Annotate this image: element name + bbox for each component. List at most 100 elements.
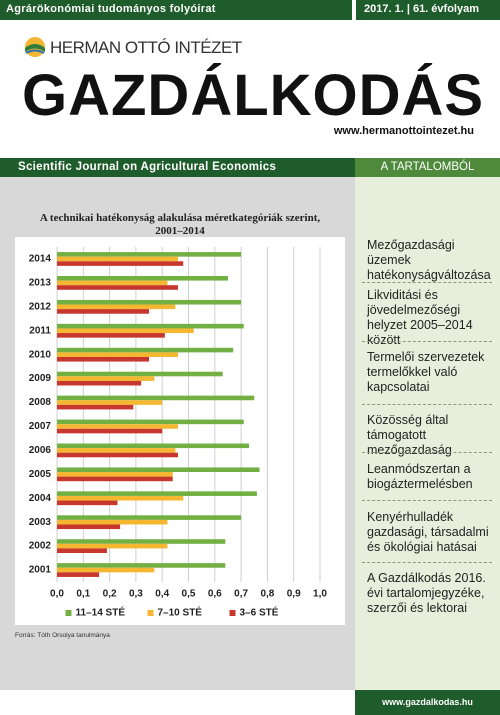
bar: [57, 352, 178, 357]
y-tick-label: 2003: [29, 517, 52, 528]
x-tick-label: 0,2: [103, 589, 117, 600]
bar: [57, 443, 249, 449]
y-tick-label: 2014: [29, 254, 52, 265]
legend-swatch: [65, 610, 72, 616]
footer-url: www.gazdalkodas.hu: [382, 697, 473, 707]
legend-label: 3–6 STÉ: [240, 606, 279, 619]
bar: [57, 472, 173, 477]
y-tick-label: 2012: [29, 301, 52, 312]
bar: [57, 256, 178, 262]
chart: 0,0 0,1 0,2 0,3 0,4 0,5 0,6 0,7 0,8 0,9 1,0 2014 201…: [29, 247, 327, 619]
publisher: HERMAN OTTÓ INTÉZET: [50, 38, 242, 57]
bar: [57, 275, 228, 281]
bar: [57, 371, 223, 377]
chart-source: Forrás: Tóth Orsolya tanulmánya: [15, 632, 110, 639]
separator: [362, 341, 492, 342]
x-tick-label: 0,4: [155, 589, 169, 600]
top-bar-right: [356, 0, 500, 20]
y-tick-label: 2013: [29, 278, 52, 289]
bar: [57, 548, 107, 554]
bar: [57, 395, 255, 401]
bar: [57, 304, 176, 310]
bar: [57, 524, 121, 530]
bar: [57, 400, 163, 405]
y-tick-label: 2001: [29, 565, 52, 576]
contents-item: Leanmódszertan a biogáztermelésben: [367, 462, 473, 491]
bar: [57, 380, 142, 386]
bar: [57, 467, 260, 473]
bar: [57, 347, 234, 353]
bar: [57, 285, 178, 290]
contents-item: Közösség által támogatott mezőgazdaság: [367, 413, 452, 457]
bar: [57, 567, 155, 573]
bar: [57, 333, 165, 338]
bar: [57, 376, 155, 381]
x-tick-label: 0,9: [287, 589, 301, 600]
x-tick-label: 0,3: [129, 589, 143, 600]
bar: [57, 323, 244, 329]
bar: [57, 280, 168, 286]
contents-panel: [355, 177, 500, 690]
x-tick-label: 1,0: [313, 589, 327, 600]
logo-icon: [25, 37, 45, 57]
bar: [57, 452, 178, 458]
x-tick-label: 0,7: [234, 589, 248, 600]
journal-title: GAZDÁLKODÁS: [22, 63, 485, 128]
bar: [57, 491, 257, 496]
separator: [362, 282, 492, 283]
legend-swatch: [147, 610, 154, 616]
legend-swatch: [229, 610, 236, 616]
y-tick-label: 2006: [29, 445, 52, 456]
y-tick-label: 2002: [29, 541, 52, 552]
issue: 2017. 1. | 61. évfolyam: [364, 3, 479, 15]
bar: [57, 543, 168, 549]
bar: [57, 563, 226, 568]
bar: [57, 419, 244, 425]
separator: [362, 562, 492, 563]
y-tick-label: 2004: [29, 493, 52, 504]
y-tick-label: 2007: [29, 421, 52, 432]
contents-item: A Gazdálkodás 2016. évi tartalomjegyzéke…: [367, 571, 486, 615]
bar: [57, 261, 184, 266]
contents-item: Termelői szervezetek termelőkkel való ka…: [367, 350, 485, 394]
legend-label: 11–14 STÉ: [76, 606, 126, 619]
bar: [57, 328, 194, 334]
x-tick-label: 0,5: [182, 589, 196, 600]
bar: [57, 356, 150, 362]
y-tick-label: 2009: [29, 373, 52, 384]
bar: [57, 299, 242, 305]
contents-item: Kenyérhulladék gazdasági, társadalmi és …: [367, 510, 489, 554]
bar: [57, 424, 178, 429]
x-tick-label: 0,8: [260, 589, 274, 600]
chart-title: A technikai hatékonyság alakulása méretk…: [39, 212, 321, 237]
footer-bar: [355, 690, 500, 715]
contents-item: Mezőgazdasági üzemek hatékonyságváltozás…: [367, 238, 491, 282]
bar: [57, 476, 173, 482]
separator: [362, 404, 492, 405]
y-tick-label: 2008: [29, 397, 52, 408]
top-bar: [0, 0, 352, 20]
subtitle: Scientific Journal on Agricultural Econo…: [18, 161, 277, 173]
bar: [57, 448, 176, 453]
publisher-url: www.hermanottointezet.hu: [333, 125, 474, 137]
journal-type: Agrárökonómiai tudományos folyóirat: [6, 3, 216, 15]
legend-label: 7–10 STÉ: [158, 606, 203, 619]
x-tick-label: 0,0: [50, 589, 64, 600]
bar: [57, 515, 242, 520]
separator: [362, 500, 492, 501]
contents-bar: [355, 158, 500, 177]
bar: [57, 500, 118, 506]
subtitle-bar: [0, 158, 355, 177]
separator: [362, 452, 492, 453]
bar: [57, 539, 226, 544]
x-tick-label: 0,6: [208, 589, 222, 600]
contents-heading: A TARTALOMBÓL: [380, 161, 475, 173]
bar: [57, 309, 150, 314]
bar: [57, 252, 242, 257]
bar: [57, 404, 134, 410]
contents-item: Likviditási és jövedelmezőségi helyzet 2…: [367, 288, 473, 347]
bar: [57, 519, 168, 525]
y-tick-label: 2005: [29, 469, 52, 480]
bar: [57, 495, 184, 501]
